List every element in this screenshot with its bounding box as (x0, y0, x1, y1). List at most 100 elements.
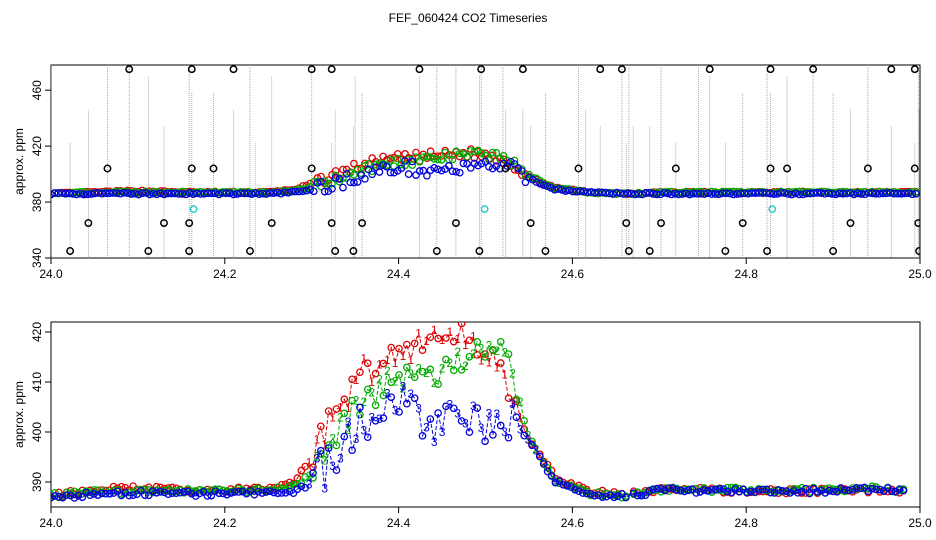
series-3-point (448, 167, 457, 176)
series-3-point (156, 487, 165, 496)
series-3-point (62, 491, 71, 499)
series-3-marker: 3 (431, 435, 438, 449)
series-3-point (641, 491, 650, 500)
series-2-point (277, 187, 285, 195)
series-3-marker: 3 (321, 482, 328, 496)
series-3-point (368, 170, 377, 179)
series-3-point (791, 189, 800, 198)
series-3-marker: 3 (345, 415, 352, 429)
series-3-point (638, 190, 647, 199)
series-3-marker: 3 (486, 406, 493, 420)
series-3-point (207, 491, 216, 500)
series-2-point (195, 485, 204, 494)
outlier-point (574, 164, 583, 173)
series-2-point (481, 353, 489, 361)
outlier-point (846, 219, 855, 227)
series-3-point (69, 190, 77, 198)
series-3-point (908, 190, 917, 199)
series-2-point (510, 156, 519, 165)
outlier-point (671, 164, 680, 173)
series-3-point (751, 189, 760, 197)
series-3-point (254, 487, 263, 496)
series-3-point (835, 189, 844, 198)
series-2-point (821, 485, 830, 493)
series-2-marker: 2 (431, 376, 438, 390)
outlier-point (229, 65, 238, 74)
series-1-marker: 1 (407, 353, 414, 367)
outlier-point (596, 65, 605, 74)
series-3-point (70, 494, 79, 502)
series-3-point (678, 190, 687, 198)
series-3-point (740, 189, 749, 198)
series-2-point (152, 187, 161, 196)
series-2-marker: 2 (314, 449, 321, 463)
series-3-point (674, 190, 683, 199)
series-3-point (715, 484, 724, 493)
series-3-point (184, 487, 192, 496)
series-3-point (105, 489, 114, 498)
series-3-point (240, 189, 249, 198)
series-3-point (543, 182, 552, 191)
series-3-point (284, 188, 293, 197)
series-3-point (876, 485, 884, 494)
series-3-point (569, 187, 577, 196)
series-3-point (850, 190, 858, 199)
series-3-point (504, 433, 513, 442)
series-2-marker: 2 (368, 385, 375, 399)
series-3-point (521, 178, 530, 187)
series-3-point (656, 190, 665, 199)
series-2-point (419, 153, 428, 162)
series-2-marker: 2 (337, 410, 344, 424)
series-3-point (893, 189, 902, 198)
series-3-point (528, 441, 536, 450)
series-1-point (350, 159, 358, 168)
outlier-point (349, 247, 358, 255)
series-2-point (285, 482, 294, 490)
outlier-point (246, 247, 254, 255)
series-1-marker: 1 (415, 326, 422, 340)
series-3-point (813, 487, 822, 496)
series-2-point (437, 156, 446, 164)
series-3-point (665, 484, 673, 492)
series-3-point (442, 402, 450, 411)
series-3-point (817, 486, 826, 495)
series-3-point (645, 189, 654, 197)
series-2-point (790, 484, 798, 493)
series-3-point (258, 189, 267, 198)
series-1-point (397, 156, 406, 164)
series-3-point (127, 190, 136, 198)
series-2-point (833, 485, 841, 494)
series-3-point (86, 491, 94, 500)
series-3-point (342, 169, 351, 178)
series-3-point (371, 163, 380, 172)
series-3-point (517, 167, 526, 175)
series-3-point (766, 488, 775, 497)
cyan-point (480, 205, 489, 214)
series-3-point (163, 189, 172, 198)
series-3-point (736, 189, 745, 198)
series-2-point (395, 371, 403, 379)
series-3-point (434, 165, 442, 174)
series-3-point (657, 485, 665, 493)
outlier-point (501, 164, 510, 173)
series-2-point (328, 179, 336, 188)
series-3-point (840, 486, 849, 494)
series-3-point (864, 487, 873, 496)
series-3-point (332, 466, 341, 475)
series-1-marker: 1 (447, 325, 454, 339)
series-3-point (520, 431, 529, 440)
series-3-point (403, 399, 411, 408)
series-3-point (637, 491, 646, 500)
outlier-point (721, 247, 730, 255)
series-3-point (831, 190, 840, 199)
series-3-point (444, 162, 453, 170)
series-3-point (813, 189, 822, 197)
series-3-point (489, 431, 497, 439)
outlier-point (738, 219, 747, 227)
outlier-point (452, 219, 460, 227)
series-3-point (868, 189, 877, 198)
series-3-point (418, 431, 427, 440)
series-3-point (788, 190, 796, 199)
series-3-point (844, 486, 853, 495)
series-3-point (839, 189, 847, 198)
